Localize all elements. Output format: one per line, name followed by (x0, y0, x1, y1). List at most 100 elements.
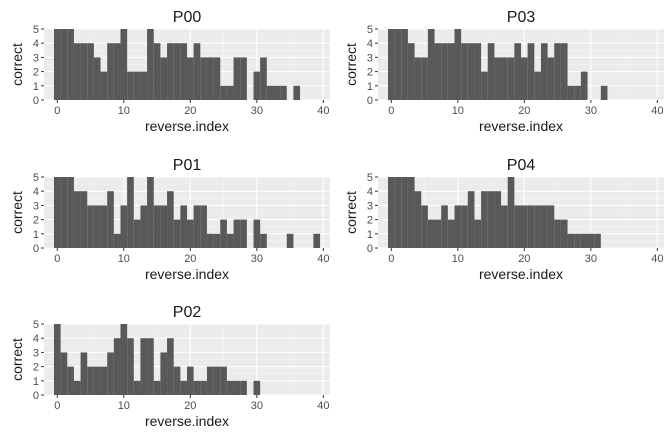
bar (220, 85, 227, 100)
bar (273, 85, 281, 100)
bar (67, 366, 74, 395)
y-tick-label: 0 (367, 243, 373, 255)
bar (100, 71, 108, 100)
x-tick-label: 30 (251, 253, 263, 265)
bar (547, 57, 555, 100)
bar (127, 177, 134, 248)
bar (107, 43, 114, 100)
bar (73, 191, 81, 248)
bar (534, 71, 541, 100)
bar (193, 205, 201, 248)
x-tick-label: 30 (585, 105, 597, 117)
y-tick-label: 2 (33, 67, 39, 79)
x-tick-label: 20 (184, 105, 196, 117)
bar (107, 352, 114, 395)
bar (240, 57, 247, 100)
bar (226, 233, 234, 248)
bar (447, 219, 455, 248)
bar (80, 43, 88, 100)
y-axis-title: correct (9, 338, 25, 381)
bar (127, 338, 134, 395)
bar (454, 29, 462, 100)
x-tick-label: 0 (54, 105, 60, 117)
bar (414, 57, 422, 100)
bar (580, 233, 588, 248)
bar (200, 380, 207, 395)
bar (434, 219, 442, 248)
bar (401, 177, 408, 248)
bar (133, 219, 141, 248)
bar (487, 43, 495, 100)
bar (153, 380, 161, 395)
bar (521, 57, 528, 100)
bar (80, 352, 88, 395)
bar (600, 85, 608, 100)
bar (213, 366, 221, 395)
bar (153, 205, 161, 248)
bar (527, 43, 535, 100)
x-tick-label: 0 (54, 400, 60, 412)
bar (521, 205, 528, 248)
bar (193, 380, 201, 395)
panel-p04: 0 10 20 30 40 0 1 2 3 4 5 P04 reverse.index correct (343, 157, 664, 282)
bar (53, 324, 61, 395)
y-tick-label: 0 (33, 95, 39, 107)
bar (554, 43, 561, 100)
bar (260, 233, 267, 248)
bar (394, 177, 402, 248)
x-tick-label: 40 (317, 400, 329, 412)
bar (226, 85, 234, 100)
bar (461, 43, 468, 100)
bar (280, 85, 287, 100)
bar (120, 324, 128, 395)
bar (547, 205, 555, 248)
bar (100, 366, 108, 395)
x-tick-label: 30 (585, 253, 597, 265)
bar (173, 219, 181, 248)
bar (187, 366, 194, 395)
bar (253, 219, 261, 248)
y-tick-label: 0 (33, 243, 39, 255)
bar (226, 380, 234, 395)
bar (494, 191, 502, 248)
panel-title: P04 (507, 157, 536, 174)
x-tick-label: 20 (184, 253, 196, 265)
bar (73, 380, 81, 395)
x-tick-label: 40 (651, 105, 663, 117)
bar (394, 29, 402, 100)
bar (253, 380, 261, 395)
y-tick-label: 5 (33, 172, 39, 184)
bar (67, 177, 74, 248)
bar (140, 338, 148, 395)
y-tick-label: 1 (33, 376, 39, 388)
bar (527, 205, 535, 248)
bar (180, 43, 187, 100)
x-axis-title: reverse.index (479, 118, 563, 134)
bar (120, 205, 128, 248)
bar (534, 205, 541, 248)
bar (240, 380, 247, 395)
x-tick-label: 40 (317, 105, 329, 117)
bar (580, 71, 588, 100)
y-tick-label: 2 (33, 362, 39, 374)
bar (233, 219, 241, 248)
bar (120, 29, 128, 100)
y-tick-label: 0 (33, 390, 39, 402)
bar (554, 219, 561, 248)
bar (481, 71, 488, 100)
bar (113, 43, 121, 100)
x-tick-label: 10 (118, 400, 130, 412)
bar (87, 205, 94, 248)
bar (481, 191, 488, 248)
bar (421, 205, 428, 248)
y-tick-label: 5 (367, 24, 373, 36)
y-tick-label: 4 (367, 38, 373, 50)
bar (507, 177, 515, 248)
x-axis-title: reverse.index (145, 413, 229, 429)
bar (173, 366, 181, 395)
bar (193, 43, 201, 100)
bar (447, 43, 455, 100)
bar (213, 57, 221, 100)
y-axis-title: correct (9, 191, 25, 234)
